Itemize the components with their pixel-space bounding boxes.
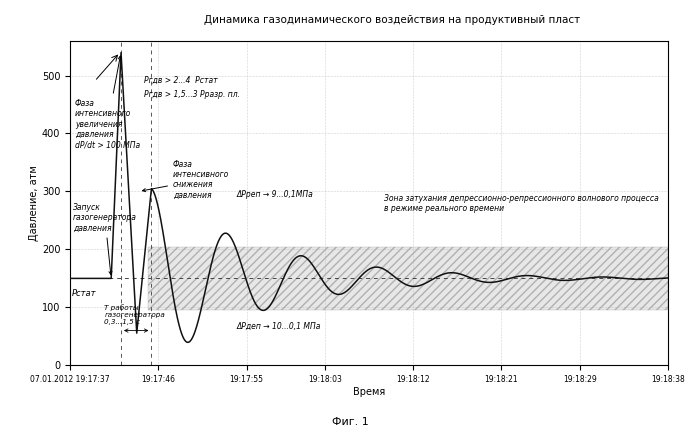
Text: Фиг. 1: Фиг. 1 <box>332 417 368 427</box>
Text: Динамика газодинамического воздействия на продуктивный пласт: Динамика газодинамического воздействия н… <box>204 15 580 25</box>
Text: Запуск
газогенератора
давления: Запуск газогенератора давления <box>73 202 136 275</box>
X-axis label: Время: Время <box>353 387 385 397</box>
Y-axis label: Давление, атм: Давление, атм <box>29 165 39 241</box>
Text: в режиме реального времени: в режиме реального времени <box>384 204 504 213</box>
Text: Pгдв > 2...4  Pстат: Pгдв > 2...4 Pстат <box>144 76 217 85</box>
Text: Pгдв > 1,5...3 Pразр. пл.: Pгдв > 1,5...3 Pразр. пл. <box>144 90 239 99</box>
Text: ΔPреп → 9...0,1МПа: ΔPреп → 9...0,1МПа <box>237 190 314 199</box>
Text: Фаза
интенсивного
увеличения
давления
dP/dt > 100 МПа: Фаза интенсивного увеличения давления dP… <box>75 56 140 149</box>
Text: Pстат: Pстат <box>72 289 97 298</box>
Text: T работы
газогенератора
0,3...1,5 с: T работы газогенератора 0,3...1,5 с <box>104 305 165 325</box>
Text: Фаза
интенсивного
снижения
давления: Фаза интенсивного снижения давления <box>143 160 229 200</box>
Text: ΔPдеп → 10...0,1 МПа: ΔPдеп → 10...0,1 МПа <box>237 322 321 331</box>
Text: Зона затухания депрессионно-репрессионного волнового процесса: Зона затухания депрессионно-репрессионно… <box>384 194 659 203</box>
